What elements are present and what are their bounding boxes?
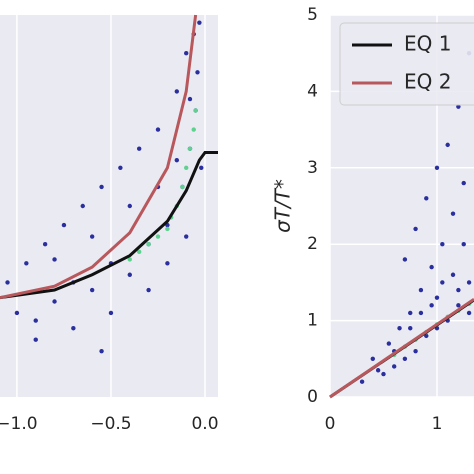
scatter-point bbox=[136, 146, 142, 151]
scatter-point bbox=[71, 326, 76, 331]
scatter-point bbox=[413, 348, 418, 354]
scatter-point bbox=[424, 333, 429, 339]
scatter-point bbox=[402, 257, 408, 262]
scatter-point bbox=[466, 280, 472, 285]
line-series bbox=[329, 297, 474, 399]
scatter-point bbox=[408, 310, 413, 316]
scatter-point bbox=[434, 165, 440, 170]
scatter-point bbox=[165, 261, 170, 266]
scatter-point bbox=[391, 364, 397, 369]
scatter-point bbox=[99, 348, 104, 354]
scatter-point bbox=[184, 165, 189, 170]
y-axis-label: σT/T* bbox=[271, 179, 295, 233]
y-tick-label: 4 bbox=[307, 81, 318, 101]
scatter-point bbox=[24, 261, 29, 266]
scatter-point bbox=[193, 108, 198, 113]
x-tick-label: −1.0 bbox=[0, 414, 38, 434]
scatter-point bbox=[118, 165, 123, 170]
scatter-point bbox=[191, 127, 196, 132]
scatter-point bbox=[33, 318, 38, 323]
x-tick-label: 0 bbox=[325, 414, 336, 434]
scatter-point bbox=[155, 234, 161, 239]
scatter-point bbox=[187, 146, 193, 151]
scatter-point bbox=[429, 264, 434, 270]
scatter-point bbox=[413, 226, 418, 232]
scatter-point bbox=[61, 222, 67, 228]
scatter-point bbox=[146, 242, 151, 247]
scatter-point bbox=[127, 203, 132, 209]
scatter-point bbox=[199, 165, 204, 170]
line-series bbox=[0, 151, 218, 300]
scatter-point bbox=[89, 287, 95, 293]
scatter-point bbox=[450, 211, 456, 216]
scatter-point bbox=[42, 242, 48, 247]
x-tick-label: −0.5 bbox=[90, 414, 131, 434]
legend-label: EQ 1 bbox=[404, 32, 451, 56]
scatter-point bbox=[461, 180, 466, 186]
scatter-point bbox=[187, 96, 193, 102]
scatter-point bbox=[5, 280, 10, 285]
scatter-point bbox=[108, 310, 114, 316]
scatter-point bbox=[456, 104, 461, 109]
scatter-point bbox=[429, 303, 434, 308]
scatter-point bbox=[14, 310, 20, 316]
scatter-point bbox=[89, 234, 95, 239]
scatter-point bbox=[33, 337, 38, 342]
scatter-point bbox=[155, 127, 161, 132]
scatter-point bbox=[424, 196, 429, 201]
scatter-point bbox=[184, 51, 189, 56]
scatter-point bbox=[408, 326, 413, 331]
scatter-point bbox=[174, 89, 180, 94]
scatter-point bbox=[80, 203, 85, 209]
scatter-point bbox=[402, 356, 408, 361]
scatter-point bbox=[197, 20, 202, 25]
y-tick-label: 5 bbox=[307, 5, 318, 25]
x-tick-label: 1 bbox=[432, 414, 443, 434]
y-tick-label: 2 bbox=[307, 234, 318, 254]
scatter-point bbox=[440, 280, 445, 285]
scatter-point bbox=[466, 310, 472, 316]
scatter-point bbox=[180, 184, 185, 190]
scatter-point bbox=[397, 326, 402, 331]
scatter-point bbox=[445, 142, 450, 148]
scatter-point bbox=[434, 295, 440, 300]
scatter-point bbox=[440, 242, 445, 247]
y-tick-label: 3 bbox=[307, 158, 318, 178]
legend-label: EQ 2 bbox=[404, 70, 451, 94]
scatter-point bbox=[386, 341, 392, 346]
scatter-point bbox=[418, 310, 424, 316]
scatter-point bbox=[99, 184, 104, 190]
scatter-point bbox=[127, 272, 132, 277]
scatter-point bbox=[136, 249, 142, 255]
plot-content bbox=[329, 51, 474, 399]
scatter-point bbox=[375, 368, 381, 373]
scatter-point bbox=[52, 257, 57, 262]
scatter-point bbox=[461, 242, 466, 247]
scatter-point bbox=[418, 287, 424, 293]
scatter-point bbox=[456, 287, 461, 293]
scatter-point bbox=[165, 226, 170, 232]
scatter-point bbox=[127, 257, 132, 262]
plot-area bbox=[0, 15, 218, 397]
scatter-point bbox=[52, 299, 57, 304]
scatter-point bbox=[450, 272, 456, 277]
scatter-point bbox=[146, 287, 151, 293]
scatter-point bbox=[195, 70, 200, 75]
scatter-point bbox=[456, 303, 461, 308]
scatter-point bbox=[174, 157, 180, 163]
y-tick-label: 0 bbox=[307, 387, 318, 407]
x-tick-label: 0.0 bbox=[191, 414, 218, 434]
scatter-point bbox=[370, 356, 375, 361]
scatter-point bbox=[359, 379, 365, 384]
scatter-point bbox=[381, 371, 386, 377]
plot-content bbox=[0, 14, 218, 354]
line-series bbox=[0, 14, 198, 300]
y-tick-label: 1 bbox=[307, 311, 318, 331]
scatter-point bbox=[184, 234, 189, 239]
